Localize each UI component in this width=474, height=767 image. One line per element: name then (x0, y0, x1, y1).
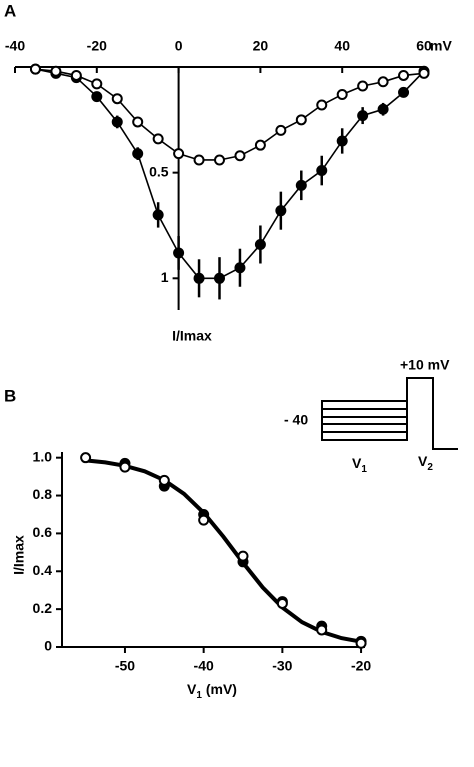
series-line (85, 458, 362, 644)
data-point (357, 110, 369, 122)
y-tick-label: 0.4 (33, 562, 53, 578)
x-tick-label: -40 (5, 38, 25, 54)
x-tick-label: -40 (194, 658, 214, 674)
data-point (418, 67, 430, 79)
x-axis-label: V1 (mV) (187, 681, 237, 701)
inset-label: +10 mV (400, 357, 450, 373)
y-tick-label: 0.5 (149, 163, 169, 179)
data-point (91, 78, 103, 90)
data-point (193, 272, 205, 284)
protocol-box (321, 400, 408, 441)
data-point (295, 179, 307, 191)
data-point (398, 86, 410, 98)
data-point (29, 63, 41, 75)
x-tick-label: 40 (334, 38, 350, 54)
data-point (193, 154, 205, 166)
data-point (355, 637, 367, 649)
data-point (214, 154, 225, 166)
y-tick-label: 1.0 (33, 448, 53, 464)
x-tick-label: -50 (115, 658, 135, 674)
y-axis-label: I/Imax (11, 535, 27, 575)
y-tick-label: 0 (44, 638, 52, 654)
inset-label-part: V (352, 455, 362, 471)
data-point (152, 209, 164, 221)
data-point (198, 514, 210, 526)
data-point (111, 116, 123, 128)
protocol-pulse (406, 377, 458, 450)
inset-label: V2 (418, 453, 433, 473)
inset-label-part: V (418, 453, 428, 469)
data-point (158, 474, 170, 486)
x-tick-label: -20 (351, 658, 371, 674)
data-point (377, 76, 389, 88)
y-tick-label: 0.6 (33, 524, 53, 540)
data-point (336, 88, 348, 100)
data-point (152, 133, 164, 145)
data-point (234, 150, 246, 162)
data-point (377, 103, 389, 115)
x-label-part: 1 (196, 690, 202, 701)
y-axis-label: I/Imax (172, 328, 212, 344)
panel-label: B (4, 386, 16, 405)
x-tick-label: 0 (175, 38, 183, 54)
protocol-inset (321, 377, 458, 450)
inset-label: V1 (352, 455, 367, 475)
data-point (173, 148, 185, 160)
data-point (80, 452, 92, 464)
data-point (357, 80, 369, 92)
y-tick-label: 0.2 (33, 600, 53, 616)
data-point (91, 91, 103, 103)
x-axis-label: mV (430, 38, 452, 54)
data-point (398, 69, 410, 81)
x-label-part: (mV) (202, 681, 237, 697)
data-point (50, 65, 62, 77)
data-point (173, 247, 185, 259)
data-point (316, 165, 328, 177)
y-tick-label: 0.8 (33, 486, 53, 502)
data-point (111, 93, 123, 105)
data-point (316, 624, 328, 636)
panel-label: A (4, 1, 16, 20)
data-point (234, 262, 246, 274)
inset-label-part: 1 (361, 464, 367, 475)
data-point (237, 550, 249, 562)
x-tick-label: 20 (253, 38, 269, 54)
x-label-part: V (187, 681, 197, 697)
data-point (132, 116, 144, 128)
data-point (275, 205, 287, 217)
data-point (295, 114, 307, 126)
data-point (132, 148, 144, 160)
data-point (276, 597, 288, 609)
x-tick-label: -20 (87, 38, 107, 54)
x-tick-label: 60 (416, 38, 432, 54)
data-point (336, 135, 348, 147)
data-point (254, 139, 266, 151)
inset-label-part: 2 (427, 462, 433, 473)
data-point (119, 461, 131, 473)
inset-label: - 40 (284, 412, 308, 428)
data-point (275, 124, 287, 136)
data-point (214, 272, 225, 284)
y-tick-label: 1 (161, 269, 169, 285)
data-point (254, 238, 266, 250)
x-tick-label: -30 (272, 658, 292, 674)
data-point (70, 69, 82, 81)
data-point (316, 99, 328, 111)
